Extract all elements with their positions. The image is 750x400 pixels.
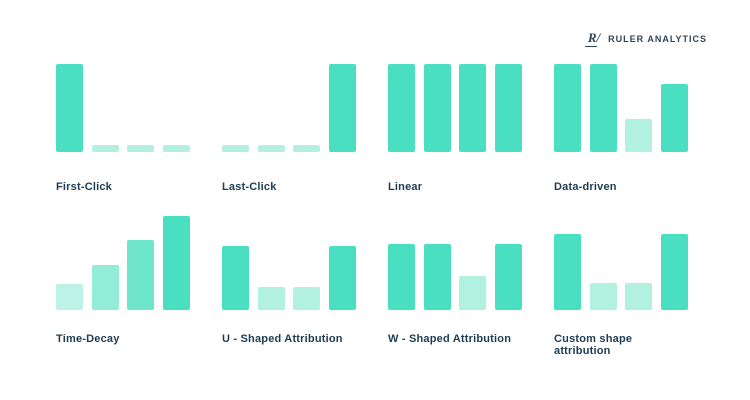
- bar: [56, 64, 83, 152]
- brand-logo: R/ RULER ANALYTICS: [584, 30, 707, 47]
- bar-group: [388, 64, 522, 152]
- bar: [388, 64, 415, 152]
- chart-label: U - Shaped Attribution: [222, 333, 343, 345]
- chart-label: Linear: [388, 181, 423, 193]
- bar: [459, 276, 487, 310]
- bar: [625, 118, 653, 152]
- bar-group: [222, 216, 356, 310]
- brand-name: RULER ANALYTICS: [608, 34, 707, 44]
- chart-label: Time-Decay: [56, 333, 120, 345]
- bar: [162, 144, 190, 152]
- bar: [660, 233, 688, 310]
- bar: [56, 283, 83, 310]
- bar: [589, 282, 617, 310]
- bar: [127, 144, 155, 152]
- logo-underline: [584, 45, 597, 47]
- bar: [91, 264, 119, 310]
- chart-row-bottom: Time-Decay U - Shaped Attribution W - Sh…: [56, 216, 688, 357]
- ruler-logo-icon: R/: [584, 30, 602, 47]
- bar: [388, 244, 415, 310]
- chart-label: First-Click: [56, 181, 112, 193]
- bar: [423, 244, 451, 310]
- bar: [554, 64, 581, 152]
- bar: [459, 64, 487, 152]
- bar: [257, 144, 285, 152]
- chart-last-click: Last-Click: [222, 64, 356, 193]
- bar: [589, 64, 617, 152]
- chart-u-shaped: U - Shaped Attribution: [222, 216, 356, 357]
- chart-data-driven: Data-driven: [554, 64, 688, 193]
- bar: [293, 287, 321, 310]
- bar: [162, 216, 190, 310]
- chart-label: Data-driven: [554, 181, 617, 193]
- bar: [293, 144, 321, 152]
- bar-group: [554, 216, 688, 310]
- bar: [625, 282, 653, 310]
- chart-w-shaped: W - Shaped Attribution: [388, 216, 522, 357]
- logo-monogram: R/: [587, 30, 601, 45]
- bar: [257, 287, 285, 310]
- bar-group: [388, 216, 522, 310]
- chart-custom-shape: Custom shape attribution: [554, 216, 688, 357]
- bar-group: [56, 64, 190, 152]
- bar: [127, 239, 155, 310]
- chart-linear: Linear: [388, 64, 522, 193]
- bar-group: [222, 64, 356, 152]
- chart-first-click: First-Click: [56, 64, 190, 193]
- chart-label: W - Shaped Attribution: [388, 333, 512, 345]
- bar-group: [56, 216, 190, 310]
- bar: [660, 84, 688, 152]
- bar: [91, 144, 119, 152]
- chart-time-decay: Time-Decay: [56, 216, 190, 357]
- chart-row-top: First-Click Last-Click Linear Data-drive…: [56, 64, 688, 193]
- chart-label: Custom shape attribution: [554, 333, 633, 357]
- bar: [222, 246, 249, 310]
- bar: [423, 64, 451, 152]
- bar: [328, 246, 356, 310]
- bar: [328, 64, 356, 152]
- bar: [494, 244, 522, 310]
- bar: [554, 233, 581, 310]
- chart-label: Last-Click: [222, 181, 277, 193]
- bar-group: [554, 64, 688, 152]
- bar: [222, 144, 249, 152]
- bar: [494, 64, 522, 152]
